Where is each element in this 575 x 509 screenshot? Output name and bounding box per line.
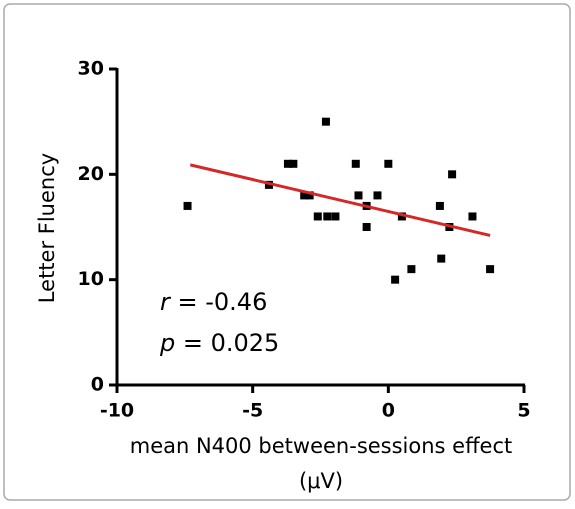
point	[486, 265, 495, 274]
stat-value: = -0.46	[170, 288, 267, 316]
stat-value: = 0.025	[175, 329, 279, 357]
point	[437, 254, 446, 263]
x-tick-label: 5	[517, 400, 530, 422]
point	[373, 191, 382, 200]
point	[468, 212, 477, 221]
stat-symbol: p	[159, 329, 175, 357]
point	[351, 159, 360, 168]
y-tick-label: 0	[91, 374, 104, 396]
y-label: Letter Fluency	[35, 153, 59, 303]
annotation: p = 0.025	[159, 329, 279, 357]
point	[435, 201, 444, 210]
point	[323, 212, 332, 221]
point	[300, 191, 309, 200]
fit-line	[189, 163, 491, 237]
x-tick-label: 0	[382, 400, 395, 422]
y-tick-label: 30	[78, 58, 104, 80]
stat-symbol: r	[160, 288, 172, 316]
point	[283, 159, 292, 168]
x-label: (μV)	[299, 469, 343, 493]
point	[448, 170, 457, 179]
point	[321, 117, 330, 126]
x-tick-label: -5	[242, 400, 263, 422]
point	[384, 159, 393, 168]
point	[183, 201, 192, 210]
point	[305, 191, 314, 200]
point	[331, 212, 340, 221]
point	[313, 212, 322, 221]
x-tick-label: -10	[100, 400, 134, 422]
point	[391, 275, 400, 284]
x-label: mean N400 between-sessions effect	[130, 434, 513, 458]
annotation: r = -0.46	[160, 288, 267, 316]
y-tick-label: 20	[78, 163, 104, 185]
y-tick-label: 10	[78, 268, 104, 290]
point	[397, 212, 406, 221]
point	[362, 223, 371, 231]
point	[407, 265, 416, 274]
point	[289, 159, 298, 168]
frame	[3, 3, 571, 501]
point	[354, 191, 363, 200]
